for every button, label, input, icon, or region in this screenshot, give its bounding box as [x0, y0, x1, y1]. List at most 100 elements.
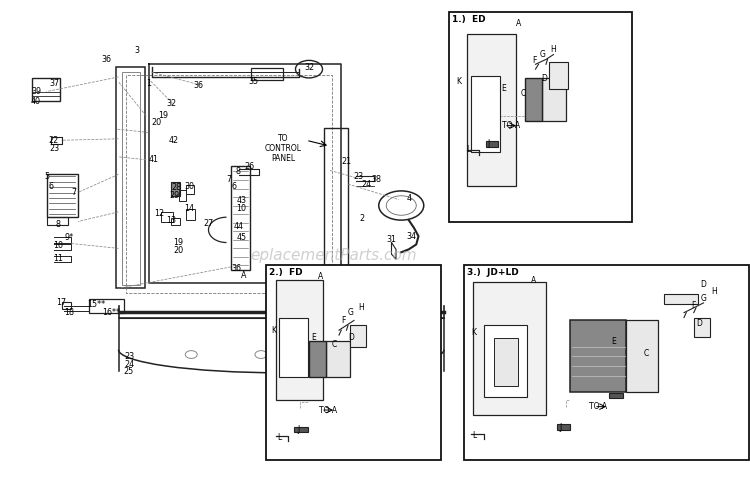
Text: J: J [488, 139, 490, 148]
FancyBboxPatch shape [326, 341, 350, 377]
Text: 21: 21 [341, 157, 352, 166]
Text: TO A: TO A [503, 121, 520, 130]
Text: K: K [472, 328, 476, 337]
Text: 3.)  JD+LD: 3.) JD+LD [467, 268, 519, 277]
FancyBboxPatch shape [556, 424, 570, 430]
Text: 15**: 15** [87, 300, 105, 309]
Text: H: H [358, 303, 364, 312]
Text: 16**: 16** [102, 308, 120, 317]
Text: 2.)  FD: 2.) FD [269, 268, 303, 277]
Text: 6: 6 [232, 182, 236, 190]
Text: A: A [531, 276, 537, 284]
FancyBboxPatch shape [626, 320, 658, 392]
Text: 13: 13 [166, 216, 176, 225]
Text: F: F [532, 56, 536, 65]
Text: 36: 36 [231, 264, 242, 273]
FancyBboxPatch shape [486, 141, 498, 147]
Text: A: A [516, 19, 522, 28]
FancyBboxPatch shape [464, 265, 748, 460]
FancyBboxPatch shape [294, 427, 307, 432]
Text: 7: 7 [226, 175, 231, 184]
Text: 24: 24 [361, 180, 371, 188]
Text: C: C [332, 340, 336, 349]
Text: eplacementParts.com: eplacementParts.com [251, 248, 417, 263]
Text: 6: 6 [49, 182, 53, 190]
Text: E: E [502, 84, 506, 93]
Text: 40: 40 [31, 97, 41, 106]
Text: C: C [520, 89, 526, 98]
FancyBboxPatch shape [542, 78, 566, 121]
Text: 39: 39 [31, 87, 41, 96]
Text: E: E [311, 333, 316, 341]
Text: 18: 18 [64, 308, 74, 317]
Text: 34: 34 [406, 232, 416, 241]
Text: E: E [611, 337, 616, 346]
Text: 25: 25 [124, 367, 134, 375]
FancyBboxPatch shape [279, 318, 308, 377]
Text: 29: 29 [169, 191, 179, 200]
Text: 20: 20 [173, 246, 184, 255]
Text: 19: 19 [173, 238, 184, 247]
Text: 41: 41 [148, 155, 159, 164]
Text: 10: 10 [53, 242, 64, 250]
Text: 23: 23 [353, 172, 364, 181]
FancyBboxPatch shape [664, 294, 698, 304]
Text: 7: 7 [71, 188, 76, 197]
Text: 10: 10 [236, 204, 247, 213]
Text: 14: 14 [184, 204, 194, 213]
Text: 8: 8 [236, 167, 241, 176]
Text: 27: 27 [203, 219, 214, 227]
FancyBboxPatch shape [694, 318, 710, 337]
Text: 23: 23 [124, 352, 134, 361]
FancyBboxPatch shape [570, 320, 626, 392]
Text: 32: 32 [304, 63, 314, 72]
Text: 20: 20 [151, 118, 161, 127]
Text: 24: 24 [124, 360, 134, 369]
FancyBboxPatch shape [525, 78, 542, 121]
Text: F: F [341, 316, 346, 325]
FancyBboxPatch shape [350, 325, 366, 347]
Text: 17: 17 [56, 299, 67, 307]
FancyBboxPatch shape [494, 338, 517, 386]
Text: 28: 28 [171, 183, 182, 192]
FancyBboxPatch shape [484, 325, 527, 397]
Text: 22: 22 [49, 136, 59, 145]
FancyBboxPatch shape [549, 62, 568, 89]
Text: K: K [457, 77, 461, 86]
Text: 35: 35 [248, 77, 259, 86]
Text: A: A [318, 272, 324, 281]
Text: 2: 2 [359, 214, 364, 223]
Text: A: A [241, 271, 247, 280]
Text: K: K [272, 326, 276, 335]
Text: 32: 32 [166, 99, 176, 108]
Text: 26: 26 [244, 162, 254, 171]
Text: 36: 36 [194, 81, 204, 90]
Text: TO
CONTROL
PANEL: TO CONTROL PANEL [265, 133, 302, 164]
Text: G: G [700, 294, 706, 302]
Text: H: H [711, 287, 717, 296]
Text: 19: 19 [158, 112, 169, 120]
FancyBboxPatch shape [609, 393, 622, 398]
Text: 5: 5 [45, 172, 50, 181]
Text: D: D [348, 333, 354, 341]
Text: D: D [696, 319, 702, 328]
Text: 38: 38 [371, 175, 382, 184]
FancyBboxPatch shape [467, 34, 516, 186]
Text: 23: 23 [49, 144, 59, 153]
FancyBboxPatch shape [276, 280, 322, 400]
FancyBboxPatch shape [472, 282, 546, 415]
Text: 1: 1 [146, 79, 151, 88]
Text: 31: 31 [386, 235, 397, 244]
FancyBboxPatch shape [448, 12, 632, 222]
Text: L: L [466, 146, 471, 154]
Text: G: G [348, 308, 354, 317]
Text: TO A: TO A [590, 402, 608, 411]
Text: 44: 44 [233, 222, 244, 231]
Text: 36: 36 [101, 55, 112, 64]
Text: 4: 4 [406, 194, 411, 203]
Text: L: L [472, 431, 476, 440]
Text: 8: 8 [56, 221, 61, 229]
Text: G: G [540, 50, 546, 59]
Text: 30: 30 [184, 182, 194, 190]
Text: 11: 11 [53, 254, 64, 262]
